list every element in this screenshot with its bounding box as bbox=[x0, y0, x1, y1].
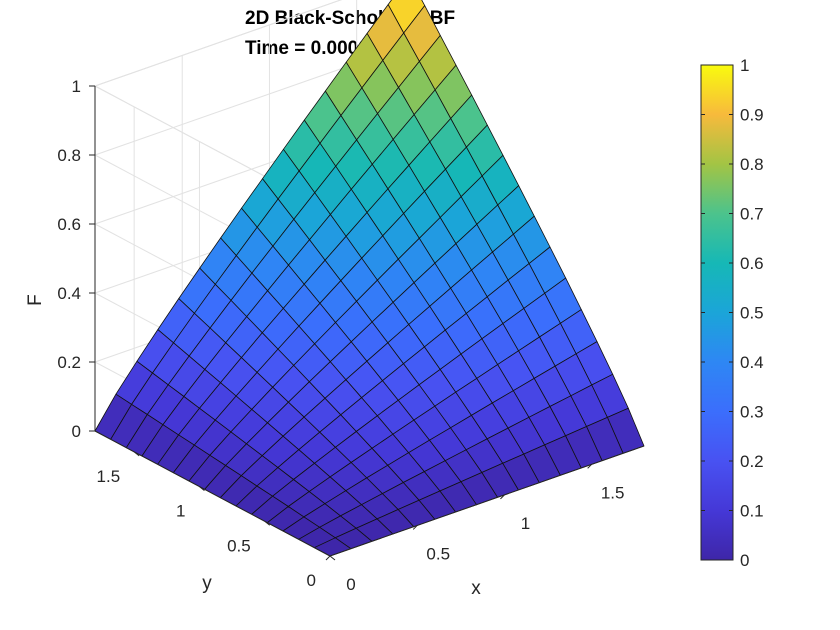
z-tick-label: 0.2 bbox=[57, 353, 81, 372]
x-tick-label: 0 bbox=[346, 575, 355, 594]
y-tick-mark bbox=[199, 486, 205, 491]
x-tick-mark bbox=[587, 463, 593, 469]
y-tick-mark bbox=[264, 520, 271, 526]
z-axis-label: F bbox=[25, 294, 46, 306]
z-tick-label: 1 bbox=[72, 77, 81, 96]
y-tick-label: 1.5 bbox=[97, 467, 121, 486]
colorbar-tick-label: 0 bbox=[740, 551, 749, 570]
chart-subtitle: Time = 0.0000 bbox=[245, 38, 369, 59]
y-tick-label: 0 bbox=[307, 571, 316, 590]
tick-labels: 0 0.5 1 1.5 0 0.5 1 1.5 0 0.2 0.4 0.6 0.8 1 bbox=[57, 77, 624, 594]
box-edge bbox=[94, 0, 343, 87]
colorbar-tick-label: 0.5 bbox=[740, 304, 764, 323]
colorbar-tick-label: 0.9 bbox=[740, 106, 764, 125]
colorbar-gradient bbox=[700, 64, 734, 561]
colorbar-tick-label: 0.8 bbox=[740, 155, 764, 174]
y-axis-label: y bbox=[202, 573, 212, 594]
colorbar-tick-label: 0.3 bbox=[740, 403, 764, 422]
axes-lines bbox=[89, 85, 645, 561]
x-tick-mark bbox=[325, 555, 331, 561]
x-tick-label: 1 bbox=[521, 514, 530, 533]
z-tick-label: 0 bbox=[72, 422, 81, 441]
colorbar-tick-label: 0.1 bbox=[740, 502, 764, 521]
z-tick-label: 0.6 bbox=[57, 215, 81, 234]
z-tick-label: 0.8 bbox=[57, 146, 81, 165]
x-tick-label: 0.5 bbox=[426, 544, 450, 563]
colorbar-tick-label: 0.7 bbox=[740, 205, 764, 224]
colorbar-tick-label: 0.4 bbox=[740, 353, 764, 372]
y-tick-mark bbox=[133, 451, 140, 457]
colorbar-ticks: 0 0.1 0.2 0.3 0.4 0.5 0.6 0.7 0.8 0.9 1 bbox=[701, 56, 764, 570]
colorbar-tick-label: 0.6 bbox=[740, 254, 764, 273]
y-tick-mark bbox=[329, 555, 336, 561]
x-tick-label: 1.5 bbox=[601, 483, 625, 502]
colorbar-tick-label: 1 bbox=[740, 56, 749, 75]
y-tick-label: 1 bbox=[176, 502, 185, 521]
x-tick-mark bbox=[500, 494, 505, 500]
z-tick-label: 0.4 bbox=[57, 284, 81, 303]
y-tick-label: 0.5 bbox=[227, 536, 251, 555]
x-axis-label: x bbox=[471, 578, 481, 599]
x-tick-mark bbox=[412, 525, 418, 530]
colorbar: 0 0.1 0.2 0.3 0.4 0.5 0.6 0.7 0.8 0.9 1 bbox=[700, 56, 764, 570]
colorbar-tick-label: 0.2 bbox=[740, 452, 764, 471]
surface-plot bbox=[94, 0, 645, 557]
